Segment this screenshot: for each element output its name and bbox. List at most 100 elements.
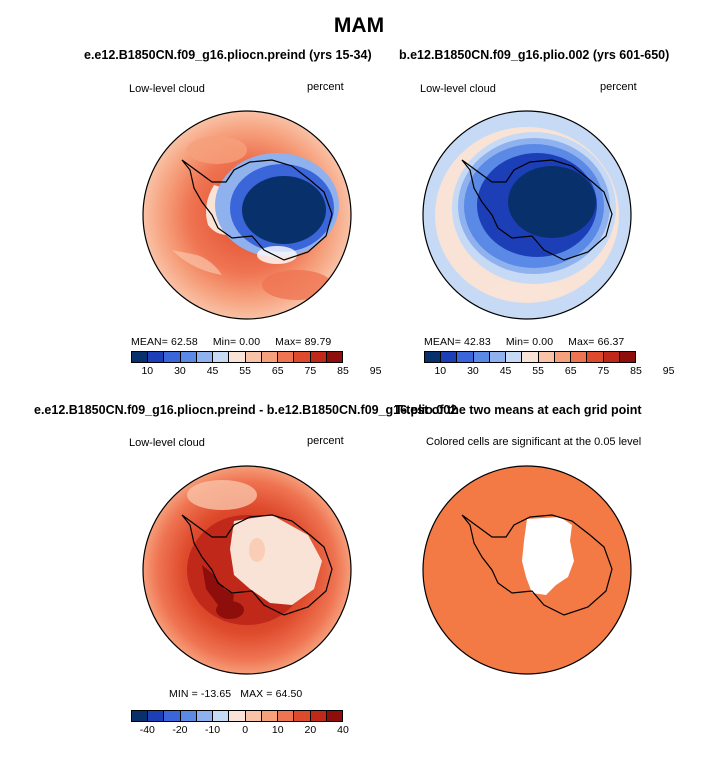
panel2-variable-label: Low-level cloud xyxy=(420,83,496,95)
panel2-colorbar-swatch xyxy=(538,352,555,362)
panel2-colorbar-swatch xyxy=(522,352,539,362)
panel1-coastline xyxy=(181,159,333,261)
panel1-variable-label: Low-level cloud xyxy=(129,83,205,95)
panel4-title: T-test of the two means at each grid poi… xyxy=(395,403,642,417)
panel2-max-value: 66.37 xyxy=(597,336,625,348)
panel1-colorbar-tick-label: 55 xyxy=(239,365,251,377)
panel3-colorbar-swatch xyxy=(261,711,279,721)
panel1-colorbar-swatch xyxy=(164,352,181,362)
panel4-polar-map xyxy=(422,465,632,675)
panel3-polar-map xyxy=(142,465,352,675)
panel1-colorbar-tick-label: 45 xyxy=(206,365,219,377)
panel3-colorbar-swatch xyxy=(132,711,149,721)
panel3-max-label: MAX = xyxy=(240,688,273,700)
panel2-colorbar-tick-label: 75 xyxy=(597,365,610,377)
panel3-max-value: 64.50 xyxy=(275,688,303,700)
panel3-colorbar-tick-label: 10 xyxy=(271,724,284,736)
panel2-units-label: percent xyxy=(600,81,637,93)
panel3-colorbar-swatch xyxy=(245,711,262,721)
panel2-colorbar-swatch xyxy=(571,352,588,362)
panel1-colorbar-swatch xyxy=(148,352,165,362)
panel3-colorbar-tick-label: -10 xyxy=(204,724,221,736)
panel1-max-label: Max= xyxy=(275,336,302,348)
panel1-colorbar-swatch xyxy=(132,352,149,362)
panel2-stats: MEAN= 42.83 Min= 0.00 Max= 66.37 xyxy=(424,336,624,348)
panel1-units-label: percent xyxy=(307,81,344,93)
panel2-colorbar-tick-label: 65 xyxy=(564,365,577,377)
panel2-colorbar-tick-label: 10 xyxy=(434,365,447,377)
panel1-colorbar-tick-label: 75 xyxy=(304,365,317,377)
panel3-colorbar-tick-label: -20 xyxy=(172,724,188,736)
panel2-colorbar-tick-label: 45 xyxy=(499,365,512,377)
panel3-coastline xyxy=(181,514,333,616)
panel4-subtitle: Colored cells are significant at the 0.0… xyxy=(426,436,642,448)
panel3-colorbar-swatch xyxy=(310,711,327,721)
panel3-colorbar-swatch xyxy=(148,711,165,721)
panel3-units-label: percent xyxy=(307,435,344,447)
panel2-mean-label: MEAN= xyxy=(424,336,461,348)
panel3-min-label: MIN = xyxy=(169,688,198,700)
panel1-colorbar-tick-label: 30 xyxy=(174,365,186,377)
panel1-min-value: 0.00 xyxy=(239,336,261,348)
panel1-colorbar-swatch xyxy=(213,352,230,362)
panel2-colorbar-swatch xyxy=(425,352,442,362)
panel3-colorbar-swatch xyxy=(278,711,295,721)
panel3-colorbar-swatch xyxy=(196,711,214,721)
panel1-colorbar-tick-label: 10 xyxy=(141,365,154,377)
panel2-colorbar-tick-label: 85 xyxy=(630,365,642,377)
panel1-min-label: Min= xyxy=(212,336,237,348)
panel3-colorbar-tick-label: 0 xyxy=(242,724,249,736)
panel1-colorbar-swatch xyxy=(229,352,246,362)
panel2-colorbar-swatch xyxy=(587,352,604,362)
panel1-colorbar-swatch xyxy=(180,352,197,362)
panel1-title: e.e12.B1850CN.f09_g16.pliocn.preind (yrs… xyxy=(84,48,372,62)
panel2-title: b.e12.B1850CN.f09_g16.plio.002 (yrs 601-… xyxy=(399,48,670,62)
panel1-colorbar-tick-label: 95 xyxy=(369,365,382,377)
panel2-colorbar-swatch xyxy=(603,352,620,362)
panel2-colorbar-swatch xyxy=(457,352,474,362)
panel3-stats: MIN = -13.65 MAX = 64.50 xyxy=(169,688,302,700)
panel1-colorbar-swatch xyxy=(245,352,262,362)
panel2-coastline xyxy=(461,159,613,261)
panel3-colorbar-tick-label: 40 xyxy=(337,724,349,736)
panel3-title: e.e12.B1850CN.f09_g16.pliocn.preind - b.… xyxy=(34,403,458,417)
panel2-colorbar-ticks: 10 30 45 55 65 75 85 95 xyxy=(424,365,674,379)
panel3-colorbar-swatch xyxy=(164,711,181,721)
panel3-colorbar-ticks: -40 -20 -10 0 10 20 40 xyxy=(131,724,349,738)
panel1-colorbar-swatch xyxy=(310,352,327,362)
panel1-mean-label: MEAN= xyxy=(131,336,168,348)
panel4-not-significant-area xyxy=(522,517,574,595)
panel3-colorbar xyxy=(131,710,343,722)
panel2-colorbar-swatch xyxy=(473,352,490,362)
panel1-polar-map xyxy=(142,110,352,320)
panel2-colorbar-swatch xyxy=(554,352,572,362)
panel1-colorbar-swatch xyxy=(261,352,279,362)
panel2-colorbar-tick-label: 55 xyxy=(532,365,544,377)
panel1-colorbar xyxy=(131,351,343,363)
panel3-colorbar-swatch xyxy=(180,711,197,721)
panel2-mean-value: 42.83 xyxy=(464,336,491,348)
panel2-polar-map xyxy=(422,110,632,320)
panel2-colorbar xyxy=(424,351,636,363)
panel3-colorbar-swatch xyxy=(229,711,246,721)
panel3-colorbar-tick-label: 20 xyxy=(304,724,317,736)
panel1-mean-value: 62.58 xyxy=(171,336,198,348)
panel2-colorbar-swatch xyxy=(506,352,523,362)
panel3-colorbar-swatch xyxy=(294,711,311,721)
panel1-colorbar-ticks: 10 30 45 55 65 75 85 95 xyxy=(131,365,381,379)
panel2-colorbar-swatch xyxy=(489,352,507,362)
panel3-variable-label: Low-level cloud xyxy=(129,437,205,449)
panel3-min-value: -13.65 xyxy=(200,688,232,700)
panel2-colorbar-tick-label: 30 xyxy=(467,365,479,377)
panel1-stats: MEAN= 62.58 Min= 0.00 Max= 89.79 xyxy=(131,336,331,348)
panel1-colorbar-swatch xyxy=(294,352,311,362)
panel2-colorbar-swatch xyxy=(441,352,458,362)
panel1-colorbar-swatch xyxy=(326,352,343,362)
panel1-colorbar-swatch xyxy=(196,352,214,362)
panel3-colorbar-swatch xyxy=(326,711,343,721)
panel1-colorbar-tick-label: 85 xyxy=(337,365,349,377)
figure-title: MAM xyxy=(333,14,385,37)
panel2-min-value: 0.00 xyxy=(532,336,554,348)
panel2-colorbar-swatch xyxy=(619,352,636,362)
panel4-coastline xyxy=(461,514,613,616)
